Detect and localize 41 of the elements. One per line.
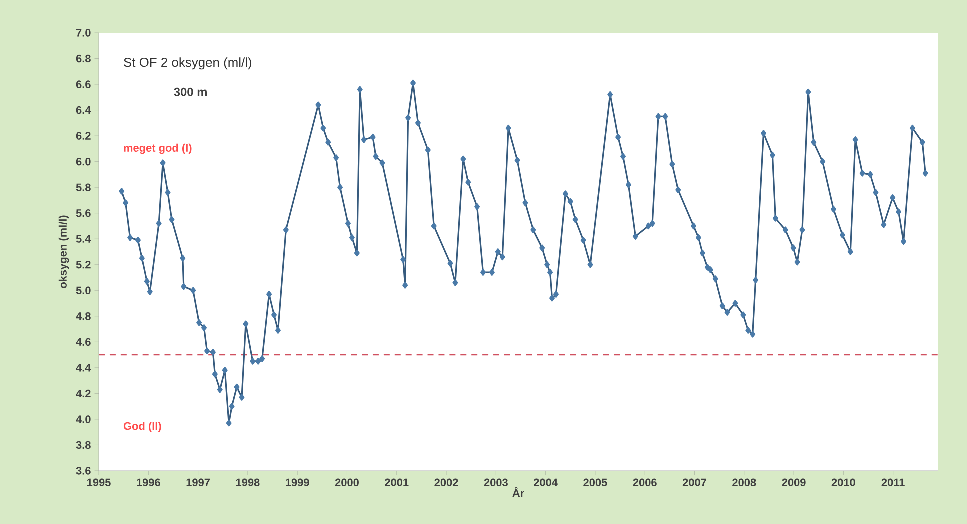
x-tick-label: 1995 (88, 478, 111, 487)
x-tick-label: 2008 (732, 478, 756, 487)
y-tick-label: 4.6 (76, 338, 91, 346)
x-tick-label: 2010 (832, 478, 856, 487)
x-tick-label: 2002 (434, 478, 458, 487)
y-tick-label: 4.0 (76, 416, 91, 424)
y-tick-label: 6.6 (76, 80, 91, 88)
x-tick-label: 2007 (682, 478, 706, 487)
x-tick-label: 2011 (882, 478, 905, 487)
x-tick-label: 2003 (484, 478, 508, 487)
y-tick-label: 6.8 (76, 54, 91, 63)
y-tick-label: 7.0 (76, 29, 91, 37)
x-tick-label: 2000 (335, 478, 359, 487)
y-tick-label: 3.8 (76, 441, 91, 450)
y-tick-label: 5.6 (76, 209, 91, 218)
x-tick-label: 1996 (137, 478, 160, 487)
y-tick-label: 6.2 (76, 132, 91, 140)
text: St OF 2 oksygen (ml/l) (124, 58, 252, 70)
annotation: meget god (I) (124, 144, 192, 154)
x-tick-label: 1997 (186, 478, 210, 487)
x-tick-label: 2005 (584, 478, 608, 487)
x-tick-label: 1999 (286, 478, 310, 487)
y-axis-title: oksygen (ml/l) (58, 216, 70, 288)
y-tick-label: 4.8 (76, 312, 91, 320)
y-tick-label: 5.2 (76, 261, 91, 269)
y-tick-label: 4.4 (76, 364, 92, 372)
y-tick-label: 3.6 (76, 467, 91, 475)
x-tick-label: 2001 (385, 478, 409, 487)
annotation: God (II) (124, 422, 162, 432)
x-axis-title: År (512, 487, 524, 498)
x-tick-label: 2006 (633, 478, 657, 487)
x-tick-label: 2009 (782, 478, 806, 487)
y-tick-label: 4.2 (76, 390, 91, 398)
y-tick-label: 6.4 (76, 106, 92, 114)
y-tick-label: 5.0 (76, 286, 91, 295)
y-tick-label: 5.8 (76, 184, 91, 192)
text: 300 m (174, 88, 207, 96)
y-tick-label: 5.4 (76, 235, 92, 243)
x-tick-label: 1998 (236, 478, 260, 487)
y-tick-label: 6.0 (76, 158, 91, 166)
x-tick-label: 2004 (534, 478, 558, 487)
